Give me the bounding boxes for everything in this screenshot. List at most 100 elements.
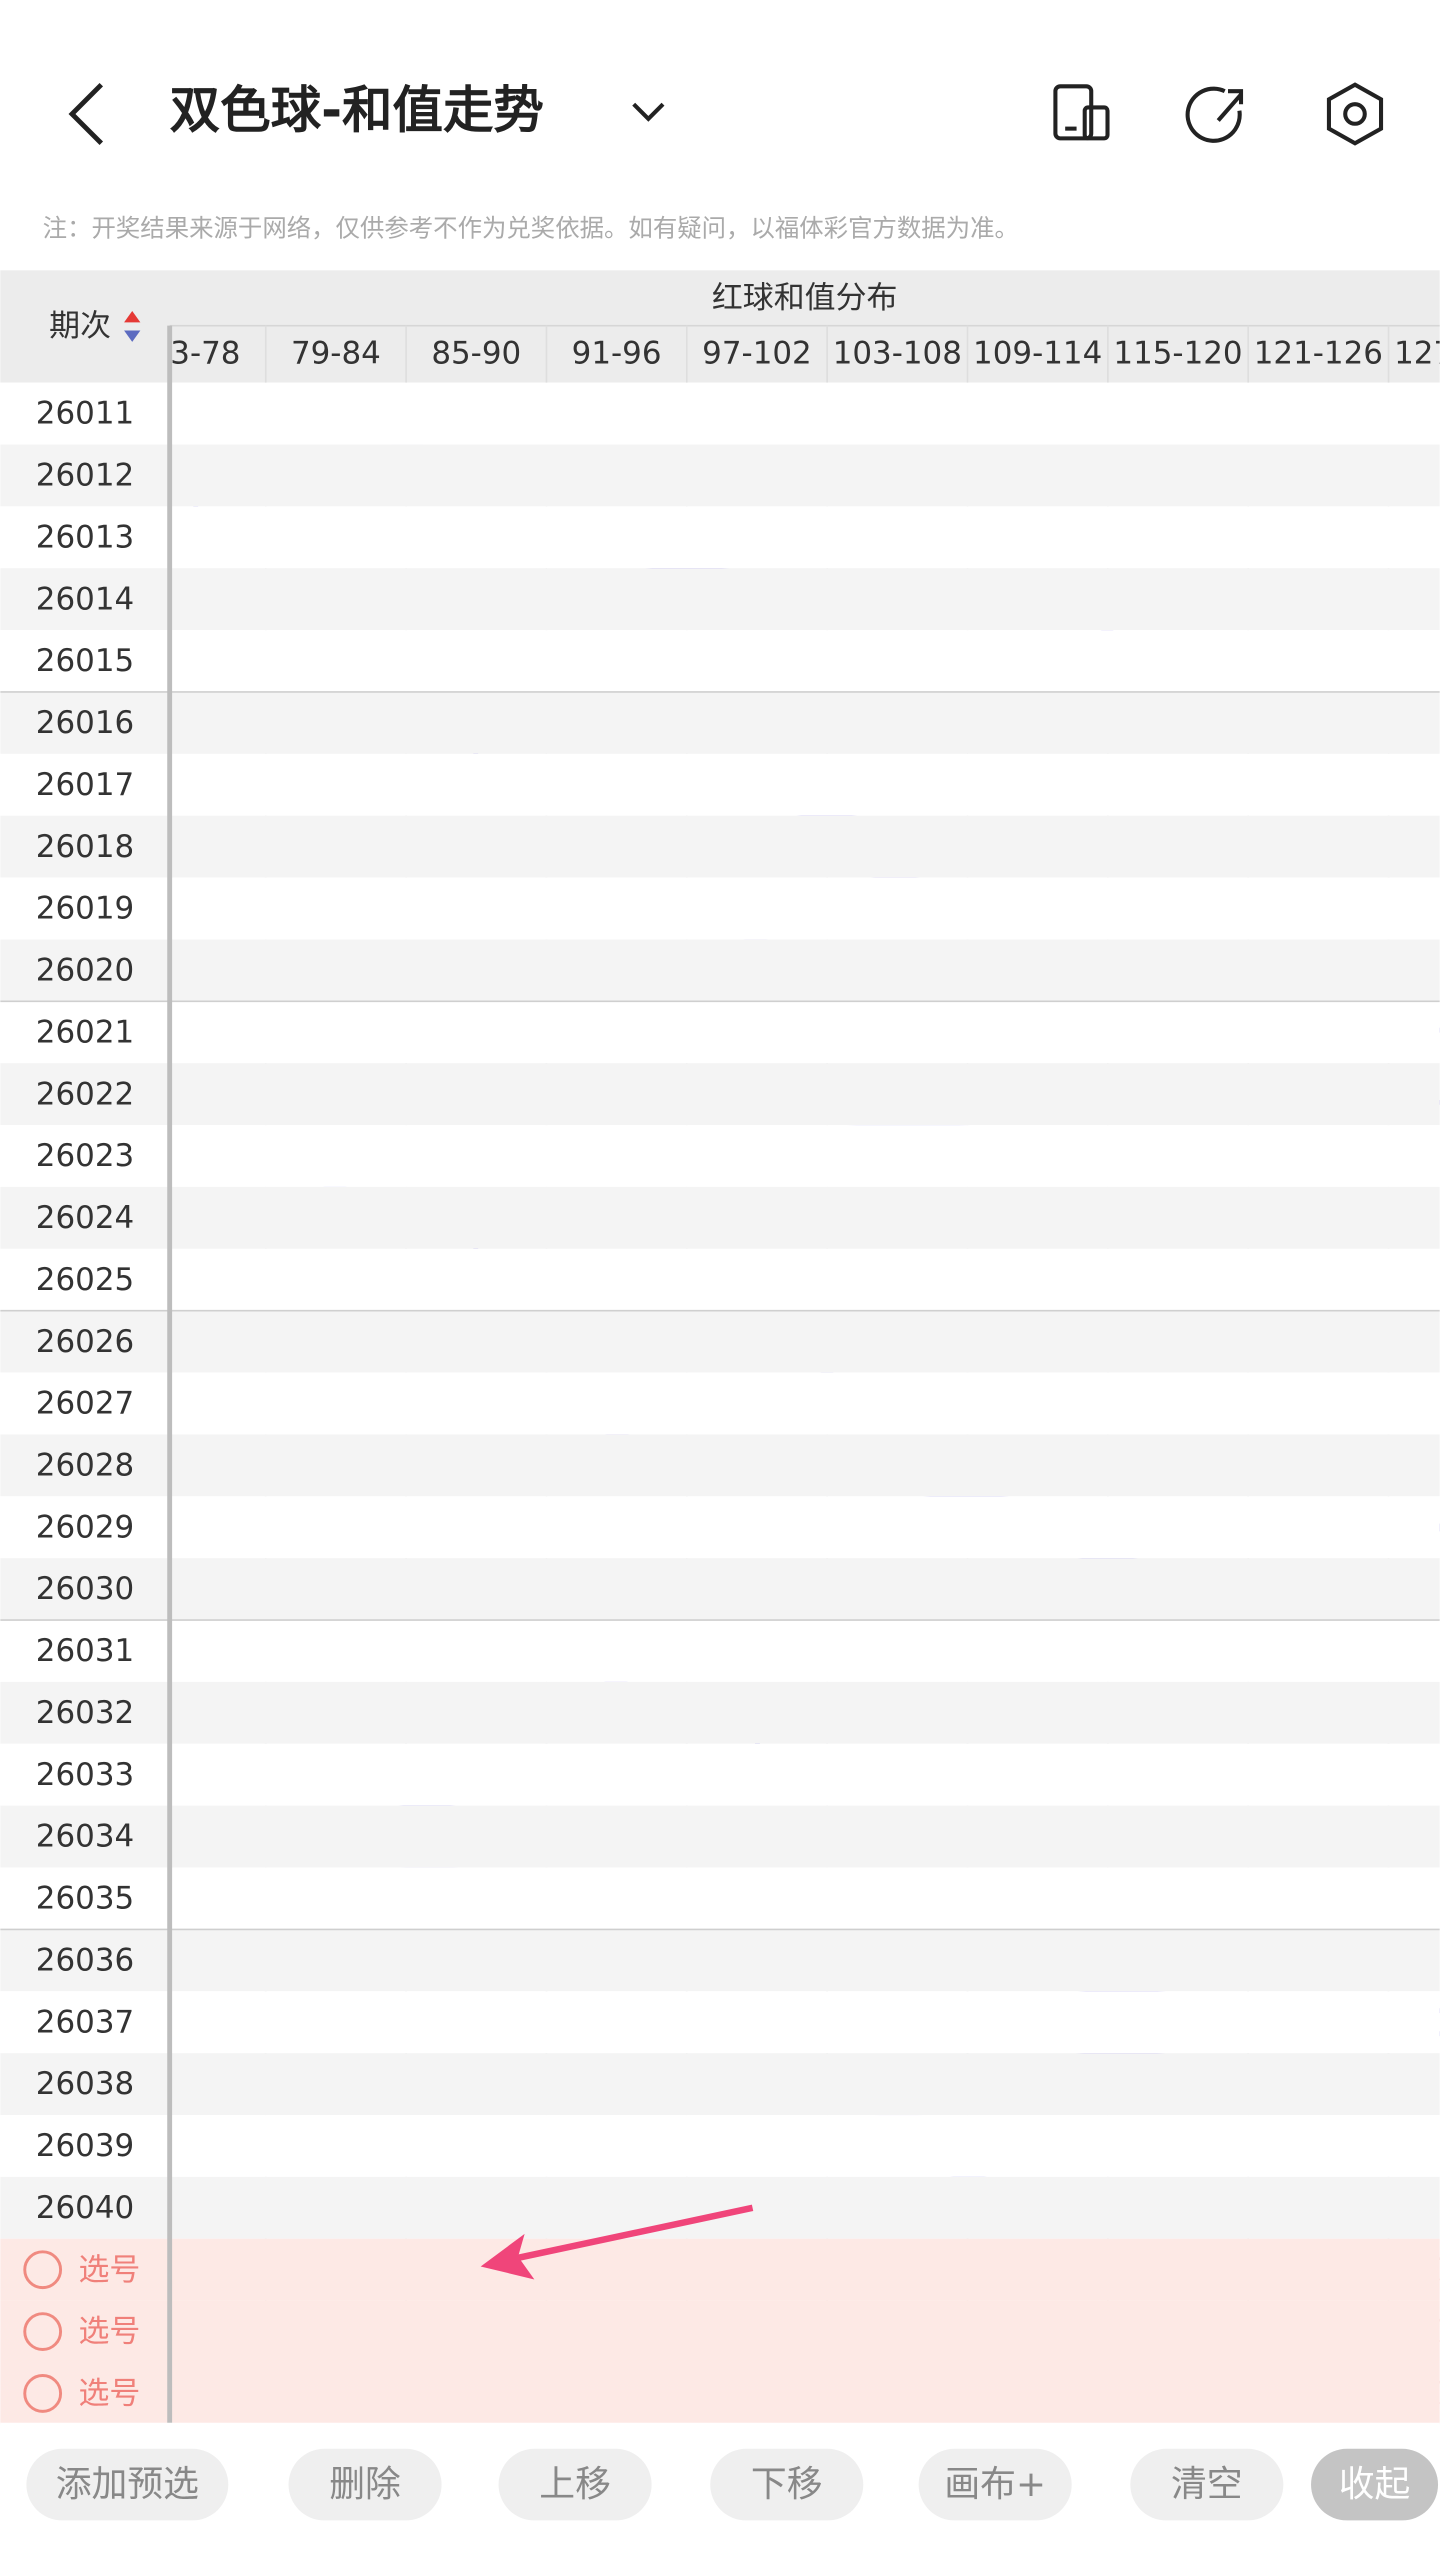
period: 26018 [36, 829, 134, 865]
period: 26022 [36, 1076, 134, 1112]
row-bg [0, 1929, 1440, 1992]
select-radio[interactable] [23, 2250, 63, 2290]
bottom-bar: 添加预选 删除 上移 下移 画布+ 清空 收起 [0, 2422, 1440, 2553]
column-label: 91-96 [572, 335, 662, 371]
row-bg [0, 1743, 1440, 1806]
period: 26028 [36, 1447, 134, 1483]
button-bg[interactable] [288, 2448, 442, 2521]
button-bg[interactable] [1130, 2448, 1284, 2521]
button-bg[interactable] [1311, 2448, 1439, 2521]
period: 26027 [36, 1386, 134, 1422]
column-label: 79-84 [291, 335, 381, 371]
row-bg [0, 382, 1440, 445]
period: 26031 [36, 1633, 134, 1669]
sort-up [124, 310, 141, 323]
period: 26016 [36, 705, 134, 741]
sort-down [124, 330, 141, 342]
period: 26017 [36, 767, 134, 803]
row-bg [0, 1558, 1440, 1621]
row-bg [0, 444, 1440, 507]
period: 26034 [36, 1819, 134, 1855]
row-bg [0, 1001, 1440, 1064]
column-label: 115-120 [1113, 335, 1242, 371]
select-row-bg [0, 2362, 1440, 2425]
select-row-bg [0, 2300, 1440, 2363]
period: 26030 [36, 1571, 134, 1607]
period: 26013 [36, 519, 134, 555]
row-bg [0, 2053, 1440, 2116]
back-button[interactable] [68, 82, 104, 146]
row-bg [0, 630, 1440, 692]
device-icon[interactable] [1053, 84, 1110, 141]
row-bg [0, 1434, 1440, 1497]
select-label[interactable]: 选号 [78, 2252, 140, 2288]
button-bg[interactable] [498, 2448, 652, 2521]
row-bg [0, 877, 1440, 940]
row-bg [0, 939, 1440, 1002]
share-icon[interactable] [1185, 86, 1244, 143]
select-radio[interactable] [23, 2312, 63, 2351]
select-radio[interactable] [23, 2374, 63, 2413]
column-label: 97-102 [702, 335, 812, 371]
period: 26038 [36, 2066, 134, 2102]
period: 26014 [36, 581, 134, 617]
period: 26012 [36, 458, 134, 494]
select-label[interactable]: 选号 [78, 2314, 140, 2350]
annotation-arrowhead [480, 2233, 535, 2280]
column-label: 73-78 [151, 335, 241, 371]
row-bg [0, 1805, 1440, 1868]
period: 26019 [36, 891, 134, 927]
period: 26011 [36, 396, 134, 432]
button-label[interactable]: 画布+ [944, 2464, 1046, 2505]
column-label: 121-126 [1254, 335, 1383, 371]
row-backgrounds [0, 382, 1440, 2425]
period: 26039 [36, 2128, 134, 2164]
annotation-arrow [507, 2204, 754, 2264]
period: 26035 [36, 1881, 134, 1917]
period: 26029 [36, 1509, 134, 1545]
row-bg [0, 506, 1440, 569]
period: 26021 [36, 1014, 134, 1050]
button-label[interactable]: 收起 [1339, 2464, 1411, 2505]
period: 26015 [36, 643, 134, 679]
row-bg [0, 1867, 1440, 1930]
title-dropdown[interactable] [632, 102, 665, 122]
row-bg [0, 1310, 1440, 1373]
period: 26036 [36, 1942, 134, 1978]
period: 26023 [36, 1138, 134, 1174]
period: 26024 [36, 1200, 134, 1236]
row-bg [0, 1186, 1440, 1249]
settings-icon[interactable] [1326, 82, 1384, 146]
button-bg[interactable] [710, 2448, 864, 2521]
period: 26033 [36, 1757, 134, 1793]
period: 26025 [36, 1262, 134, 1298]
page-title: 双色球-和值走势 [170, 80, 544, 139]
row-bg [0, 2176, 1440, 2239]
select-label[interactable]: 选号 [78, 2376, 140, 2412]
notice: 注：开奖结果来源于网络，仅供参考不作为兑奖依据。如有疑问，以福体彩官方数据为准。 [43, 214, 1019, 243]
row-bg [0, 1248, 1440, 1311]
button-label[interactable]: 删除 [329, 2464, 401, 2505]
select-row-bg [0, 2238, 1440, 2301]
row-texts: 26011 26012 26013 26014 26015 26016 26017 26018… [23, 396, 140, 2413]
row-bg [0, 1372, 1440, 1435]
column-label: 127-132 [1394, 335, 1440, 371]
button-label[interactable]: 添加预选 [56, 2464, 199, 2505]
button-label[interactable]: 下移 [751, 2464, 823, 2505]
trend-table: 期次 红球和值分布 73-78 79-84 85-90 91-96 97-102 103-10… [0, 270, 1440, 2553]
button-bg[interactable] [918, 2448, 1072, 2521]
period-header[interactable]: 期次 [49, 308, 111, 344]
row-bg [0, 2115, 1440, 2177]
button-label[interactable]: 上移 [539, 2464, 611, 2505]
row-bg [0, 1620, 1440, 1682]
row-bg [0, 1496, 1440, 1559]
button-bg[interactable] [26, 2448, 229, 2521]
row-bg [0, 1991, 1440, 2054]
row-bg [0, 691, 1440, 754]
period: 26020 [36, 953, 134, 989]
group-header: 红球和值分布 [712, 280, 898, 316]
row-bg [0, 1681, 1440, 1744]
column-label: 85-90 [431, 335, 521, 371]
button-label[interactable]: 清空 [1171, 2464, 1243, 2505]
row-bg [0, 1125, 1440, 1187]
